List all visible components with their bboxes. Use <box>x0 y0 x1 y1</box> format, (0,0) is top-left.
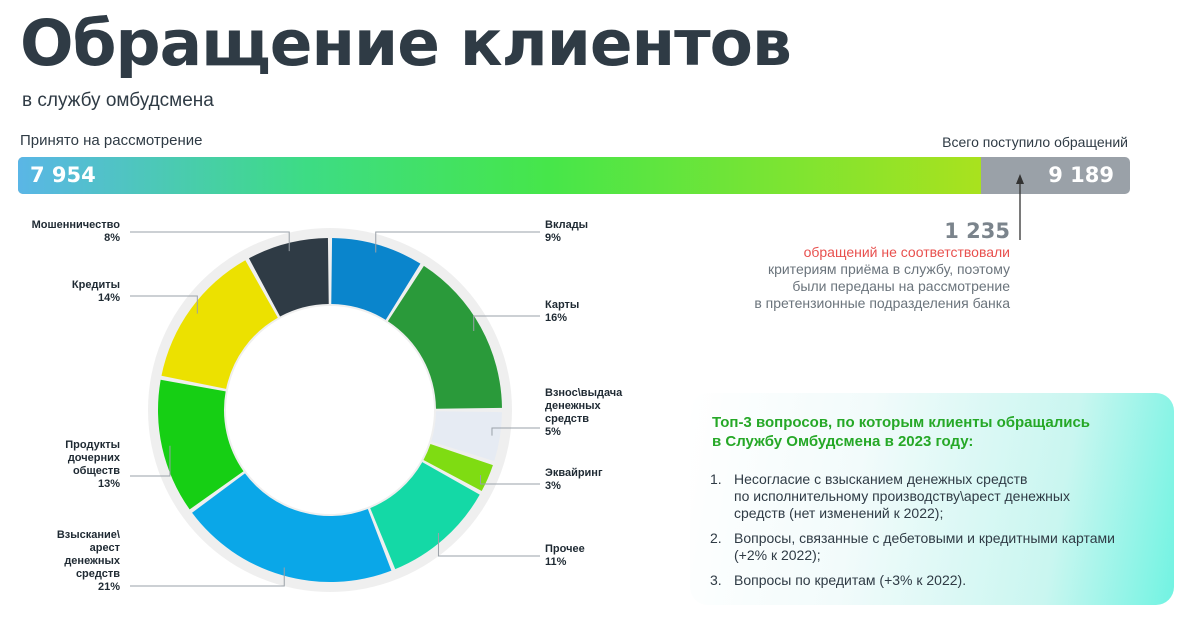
top3-item-line: (+2% к 2022); <box>734 547 821 563</box>
total-label: Всего поступило обращений <box>942 134 1128 150</box>
rejected-note-line: были переданы на рассмотрение <box>792 278 1010 294</box>
rejected-count: 1 235 <box>944 219 1010 243</box>
top3-item-number: 2. <box>710 530 722 546</box>
top3-item-line: Вопросы, связанные с дебетовыми и кредит… <box>734 530 1115 546</box>
top3-item: 1. Несогласие с взысканием денежных сред… <box>710 471 1160 522</box>
donut-chart: Вклады 9% Карты 16% Взнос\выдача денежных сред… <box>32 219 624 593</box>
top3-heading: Топ-3 вопросов, по которым клиенты обращ… <box>712 413 1090 451</box>
donut-slice <box>158 379 244 510</box>
slice-label: Взыскание\ арест денежных средств 21% <box>57 529 121 593</box>
accepted-bar-fill <box>18 157 981 194</box>
top3-item-text: Вопросы, связанные с дебетовыми и кредит… <box>734 530 1115 564</box>
top3-heading-line: Топ-3 вопросов, по которым клиенты обращ… <box>712 414 1091 431</box>
rejected-note: 1 235 обращений не соответствовали крите… <box>754 218 1010 312</box>
slice-leader-line <box>375 231 540 253</box>
page-subtitle: в службу омбудсмена <box>22 90 214 111</box>
slice-label: Карты 16% <box>545 299 579 324</box>
top3-heading-line: в Службу Омбудсмена в 2023 году: <box>712 433 974 450</box>
slice-label: Кредиты 14% <box>72 279 120 304</box>
top3-item-line: Несогласие с взысканием денежных средств <box>734 471 1028 487</box>
slice-label: Вклады 9% <box>545 219 588 244</box>
slice-label: Эквайринг 3% <box>545 467 603 492</box>
donut-slice <box>423 443 493 492</box>
slice-leader-line <box>437 533 540 557</box>
top3-item-line: по исполнительному производству\арест де… <box>734 488 1070 504</box>
top3-item: 3. Вопросы по кредитам (+3% к 2022). <box>710 572 1160 589</box>
slice-label: Продукты дочерних обществ 13% <box>65 439 121 490</box>
slice-leader-line <box>130 445 171 477</box>
donut-slice <box>431 411 502 462</box>
slice-label: Взнос\выдача денежных средств 5% <box>545 387 623 438</box>
donut-slice <box>161 260 278 389</box>
accepted-value: 7 954 <box>30 163 96 187</box>
slice-leader-line <box>491 427 540 436</box>
note-arrow <box>1016 174 1024 240</box>
total-value: 9 189 <box>1048 163 1114 187</box>
slice-leader-line <box>130 231 290 252</box>
rejected-note-line: критериям приёма в службу, поэтому <box>767 261 1010 277</box>
summary-bar: 7 954 9 189 <box>18 157 1130 194</box>
slice-label: Прочее 11% <box>545 543 585 568</box>
top3-item-text: Вопросы по кредитам (+3% к 2022). <box>734 572 966 589</box>
rejected-note-line: в претензионные подразделения банка <box>754 295 1010 311</box>
top3-item-line: средств (нет изменений к 2022); <box>734 505 944 521</box>
page-title: Обращение клиентов <box>20 7 792 80</box>
top3-list: 1. Несогласие с взысканием денежных сред… <box>710 471 1160 597</box>
donut-slice <box>248 238 329 317</box>
top3-panel: Топ-3 вопросов, по которым клиенты обращ… <box>690 393 1174 605</box>
slice-leader-line <box>130 295 198 314</box>
top3-item-number: 1. <box>710 471 722 487</box>
top3-item-number: 3. <box>710 572 722 588</box>
top3-item-text: Несогласие с взысканием денежных средств… <box>734 471 1070 522</box>
donut-slice <box>331 238 421 320</box>
donut-slice <box>370 462 480 570</box>
slice-leader-line <box>130 567 285 587</box>
donut-hole <box>226 306 434 514</box>
donut-slice <box>387 265 502 409</box>
rejected-note-line: обращений не соответствовали <box>803 244 1010 260</box>
accepted-label: Принято на рассмотрение <box>20 132 203 149</box>
top3-item-line: Вопросы по кредитам (+3% к 2022). <box>734 572 967 588</box>
slice-leader-line <box>473 315 540 331</box>
top3-item: 2. Вопросы, связанные с дебетовыми и кре… <box>710 530 1160 564</box>
donut-slice <box>192 473 392 582</box>
slice-leader-line <box>480 475 540 485</box>
slice-label: Мошенничество 8% <box>32 219 121 244</box>
